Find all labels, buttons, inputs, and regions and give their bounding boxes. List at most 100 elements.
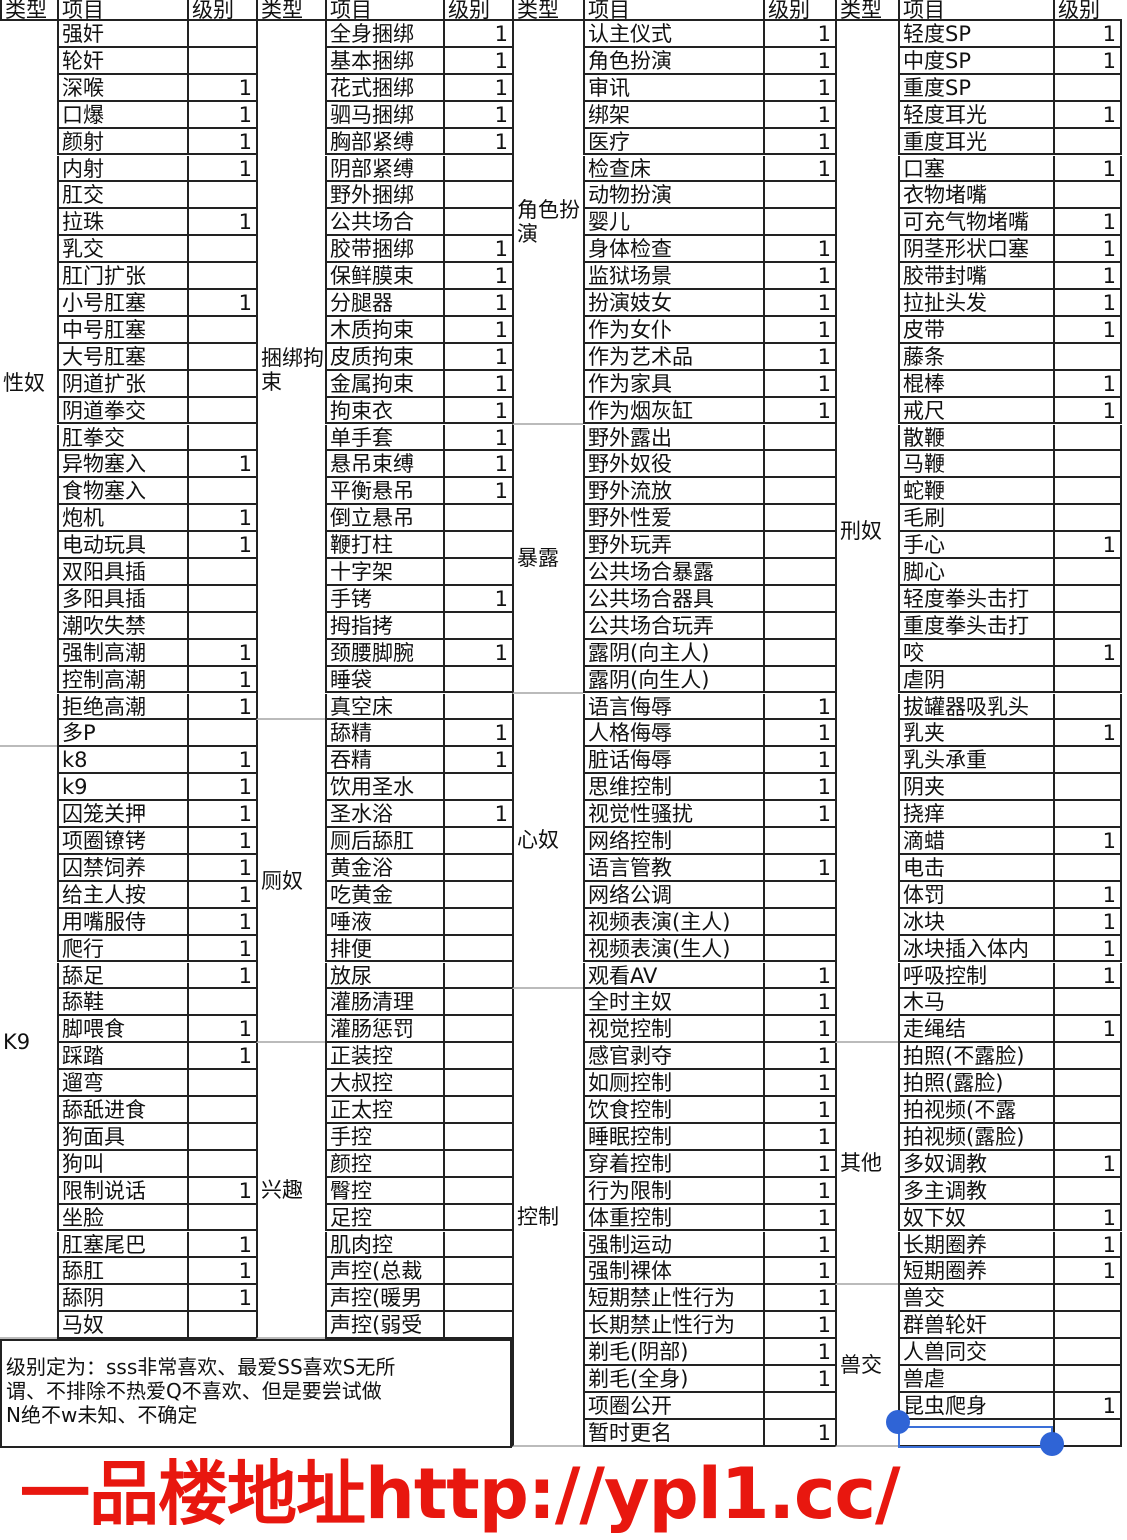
item-level-cell[interactable]: 1 bbox=[187, 908, 256, 936]
item-name-cell[interactable]: k9 bbox=[57, 774, 187, 802]
item-level-cell[interactable]: 1 bbox=[1053, 316, 1122, 344]
item-level-cell[interactable]: 1 bbox=[763, 1419, 835, 1447]
item-level-cell[interactable] bbox=[443, 1312, 512, 1340]
item-level-cell[interactable] bbox=[1053, 343, 1122, 371]
selection-handle-bottom-right[interactable] bbox=[1040, 1432, 1064, 1456]
item-level-cell[interactable]: 1 bbox=[443, 720, 512, 748]
item-level-cell[interactable] bbox=[763, 532, 835, 559]
item-name-cell[interactable]: 作为烟灰缸 bbox=[583, 397, 763, 425]
item-name-cell[interactable]: 强制运动 bbox=[583, 1231, 763, 1259]
item-name-cell[interactable]: 深喉 bbox=[57, 74, 187, 102]
item-level-cell[interactable] bbox=[1053, 559, 1122, 586]
item-level-cell[interactable]: 1 bbox=[443, 47, 512, 75]
item-level-cell[interactable]: 1 bbox=[187, 101, 256, 129]
item-level-cell[interactable] bbox=[443, 1258, 512, 1286]
item-name-cell[interactable]: 重度耳光 bbox=[898, 128, 1053, 156]
item-level-cell[interactable] bbox=[1053, 989, 1122, 1017]
item-name-cell[interactable]: 拍视频(露脸) bbox=[898, 1123, 1053, 1151]
item-level-cell[interactable]: 1 bbox=[763, 693, 835, 721]
item-level-cell[interactable]: 1 bbox=[187, 1043, 256, 1071]
item-name-cell[interactable]: 坐脸 bbox=[57, 1204, 187, 1232]
item-name-cell[interactable]: 拒绝高潮 bbox=[57, 693, 187, 721]
item-level-cell[interactable] bbox=[1053, 74, 1122, 102]
item-name-cell[interactable]: 潮吹失禁 bbox=[57, 612, 187, 640]
item-name-cell[interactable]: 胶带封嘴 bbox=[898, 263, 1053, 290]
item-level-cell[interactable]: 1 bbox=[187, 74, 256, 102]
item-name-cell[interactable]: 炮机 bbox=[57, 505, 187, 533]
item-name-cell[interactable]: 冰块插入体内 bbox=[898, 935, 1053, 963]
item-level-cell[interactable] bbox=[187, 559, 256, 586]
item-name-cell[interactable]: 驷马捆绑 bbox=[325, 101, 443, 129]
item-name-cell[interactable]: 电动玩具 bbox=[57, 532, 187, 559]
item-name-cell[interactable]: 舔精 bbox=[325, 720, 443, 748]
item-level-cell[interactable]: 1 bbox=[187, 505, 256, 533]
item-level-cell[interactable]: 1 bbox=[443, 397, 512, 425]
item-name-cell[interactable]: 审讯 bbox=[583, 74, 763, 102]
item-level-cell[interactable]: 1 bbox=[763, 101, 835, 129]
item-name-cell[interactable]: 肛塞尾巴 bbox=[57, 1231, 187, 1259]
item-name-cell[interactable]: 体重控制 bbox=[583, 1204, 763, 1232]
item-name-cell[interactable]: 走绳结 bbox=[898, 1016, 1053, 1044]
item-name-cell[interactable]: 拍照(不露脸) bbox=[898, 1043, 1053, 1071]
item-name-cell[interactable]: 短期圈养 bbox=[898, 1258, 1053, 1286]
item-level-cell[interactable]: 1 bbox=[763, 1070, 835, 1097]
item-level-cell[interactable] bbox=[1053, 774, 1122, 802]
item-name-cell[interactable]: 颜射 bbox=[57, 128, 187, 156]
item-level-cell[interactable]: 1 bbox=[763, 1231, 835, 1259]
item-level-cell[interactable] bbox=[1053, 1312, 1122, 1340]
item-level-cell[interactable]: 1 bbox=[763, 74, 835, 102]
item-name-cell[interactable]: 脚心 bbox=[898, 559, 1053, 586]
item-name-cell[interactable]: 手控 bbox=[325, 1123, 443, 1151]
item-level-cell[interactable] bbox=[187, 1150, 256, 1178]
item-name-cell[interactable]: 挠痒 bbox=[898, 801, 1053, 828]
item-name-cell[interactable]: 医疗 bbox=[583, 128, 763, 156]
item-level-cell[interactable]: 1 bbox=[1053, 908, 1122, 936]
item-level-cell[interactable]: 1 bbox=[443, 128, 512, 156]
item-level-cell[interactable] bbox=[1053, 1070, 1122, 1097]
item-level-cell[interactable]: 1 bbox=[1053, 1392, 1122, 1420]
item-name-cell[interactable]: 正装控 bbox=[325, 1043, 443, 1071]
item-name-cell[interactable]: 重度拳头击打 bbox=[898, 612, 1053, 640]
item-level-cell[interactable]: 1 bbox=[763, 801, 835, 828]
item-name-cell[interactable]: 体罚 bbox=[898, 881, 1053, 909]
item-name-cell[interactable]: 散鞭 bbox=[898, 424, 1053, 452]
item-level-cell[interactable] bbox=[443, 559, 512, 586]
item-name-cell[interactable]: 脏话侮辱 bbox=[583, 747, 763, 775]
item-name-cell[interactable]: 毛刷 bbox=[898, 505, 1053, 533]
item-level-cell[interactable] bbox=[443, 828, 512, 855]
item-name-cell[interactable]: 公共场合暴露 bbox=[583, 559, 763, 586]
item-name-cell[interactable]: 项圈公开 bbox=[583, 1392, 763, 1420]
item-level-cell[interactable] bbox=[443, 935, 512, 963]
item-level-cell[interactable]: 1 bbox=[763, 397, 835, 425]
item-level-cell[interactable]: 1 bbox=[763, 1204, 835, 1232]
item-level-cell[interactable] bbox=[187, 720, 256, 748]
item-level-cell[interactable] bbox=[187, 343, 256, 371]
item-name-cell[interactable]: 灌肠惩罚 bbox=[325, 1016, 443, 1044]
item-name-cell[interactable]: 囚笼关押 bbox=[57, 801, 187, 828]
item-name-cell[interactable]: 踩踏 bbox=[57, 1043, 187, 1071]
item-name-cell[interactable]: 婴儿 bbox=[583, 209, 763, 237]
item-name-cell[interactable]: 圣水浴 bbox=[325, 801, 443, 828]
cell-selection-box[interactable] bbox=[898, 1426, 1053, 1448]
item-name-cell[interactable]: 动物扮演 bbox=[583, 182, 763, 210]
item-name-cell[interactable]: 舔阴 bbox=[57, 1285, 187, 1313]
item-name-cell[interactable]: 语言侮辱 bbox=[583, 693, 763, 721]
item-name-cell[interactable]: 中号肛塞 bbox=[57, 316, 187, 344]
item-level-cell[interactable] bbox=[443, 1070, 512, 1097]
item-name-cell[interactable]: 露阴(向主人) bbox=[583, 639, 763, 667]
item-name-cell[interactable]: 公共场合 bbox=[325, 209, 443, 237]
item-level-cell[interactable] bbox=[1053, 1285, 1122, 1313]
item-level-cell[interactable]: 1 bbox=[187, 1177, 256, 1205]
item-name-cell[interactable]: 野外流放 bbox=[583, 478, 763, 506]
item-name-cell[interactable]: 唾液 bbox=[325, 908, 443, 936]
item-level-cell[interactable]: 1 bbox=[443, 74, 512, 102]
item-level-cell[interactable]: 1 bbox=[443, 585, 512, 613]
item-name-cell[interactable]: 正太控 bbox=[325, 1097, 443, 1124]
item-name-cell[interactable]: 暂时更名 bbox=[583, 1419, 763, 1447]
item-name-cell[interactable]: 群兽轮奸 bbox=[898, 1312, 1053, 1340]
item-name-cell[interactable]: 衣物堵嘴 bbox=[898, 182, 1053, 210]
item-level-cell[interactable]: 1 bbox=[1053, 155, 1122, 183]
item-level-cell[interactable]: 1 bbox=[763, 263, 835, 290]
item-name-cell[interactable]: 睡眠控制 bbox=[583, 1123, 763, 1151]
item-level-cell[interactable]: 1 bbox=[443, 236, 512, 264]
